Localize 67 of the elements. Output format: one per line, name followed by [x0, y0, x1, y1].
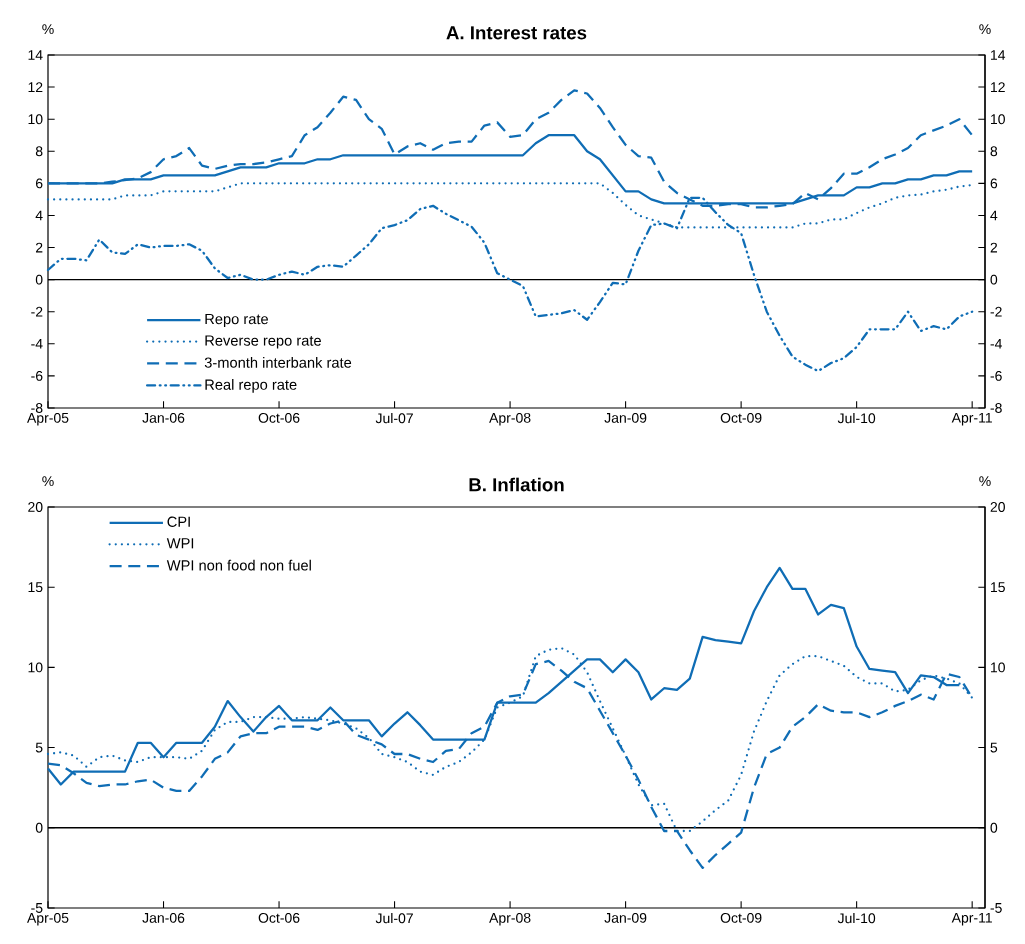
legend-label: 3-month interbank rate: [204, 357, 352, 368]
x-tick-label: Apr-08: [489, 412, 531, 426]
y-tick-label: 0: [35, 822, 43, 833]
y-tick-label: 14: [28, 50, 43, 60]
y-tick-label: -2: [31, 306, 43, 317]
y-tick-label: 5: [35, 742, 43, 753]
x-tick-label: Apr-05: [27, 912, 69, 926]
x-tick-label: Oct-09: [720, 912, 762, 923]
x-tick-label: Jan-06: [142, 412, 185, 423]
y-tick-label: 2: [35, 242, 43, 253]
y2-axis-title: %: [979, 476, 991, 487]
y-tick-label: 10: [28, 114, 43, 125]
y2-tick-label: 8: [990, 146, 998, 157]
chart-title: A. Interest rates: [446, 26, 587, 40]
y2-tick-label: 2: [990, 242, 998, 253]
y2-axis-title: %: [979, 24, 991, 35]
y-tick-label: 6: [35, 178, 43, 189]
y2-tick-label: -2: [990, 306, 1002, 317]
y2-tick-label: 4: [990, 210, 998, 221]
x-tick-label: Apr-11: [951, 412, 992, 426]
x-tick-label: Oct-06: [258, 412, 300, 423]
x-tick-label: Jul-10: [837, 412, 876, 424]
legend-label: Real repo rate: [205, 379, 297, 393]
y2-tick-label: 0: [990, 274, 998, 285]
y2-tick-label: 5: [990, 742, 998, 753]
y2-tick-label: 12: [991, 82, 1005, 92]
x-tick-label: Apr-08: [489, 912, 531, 926]
y2-tick-label: 6: [990, 178, 998, 189]
x-tick-label: Jan-09: [604, 912, 647, 923]
y2-tick-label: -8: [990, 403, 1002, 413]
y-tick-label: -6: [31, 370, 43, 381]
x-tick-label: Jan-09: [604, 412, 647, 423]
x-tick-label: Jul-07: [375, 912, 413, 924]
y2-tick-label: -6: [990, 370, 1002, 381]
y-axis-title: %: [42, 476, 54, 487]
y-axis-title: %: [42, 24, 54, 35]
x-tick-label: Oct-09: [720, 412, 762, 423]
y-tick-label: -8: [31, 403, 43, 413]
y2-tick-label: 10: [991, 662, 1005, 673]
y-tick-label: 10: [28, 662, 43, 673]
legend-label: Repo rate: [205, 313, 268, 328]
x-tick-label: Jul-10: [837, 912, 876, 924]
y-tick-label: 15: [28, 582, 43, 593]
x-tick-label: Oct-06: [258, 912, 300, 923]
y2-tick-label: 14: [991, 50, 1006, 60]
legend-label: WPI: [166, 538, 194, 549]
x-tick-label: Jul-07: [375, 412, 413, 424]
y2-tick-label: 15: [991, 582, 1005, 593]
y2-tick-label: 0: [990, 822, 998, 833]
x-tick-label: Apr-05: [27, 412, 69, 426]
y2-tick-label: 10: [991, 114, 1005, 125]
chart-title: B. Inflation: [469, 477, 564, 492]
y-tick-label: 20: [28, 502, 43, 512]
y-tick-label: -5: [31, 903, 43, 913]
x-tick-label: Jan-06: [142, 912, 185, 923]
y2-tick-label: -4: [990, 339, 1002, 349]
legend-label: WPI non food non fuel: [166, 559, 311, 571]
legend-label: Reverse repo rate: [205, 335, 321, 349]
y-tick-label: 0: [35, 274, 43, 285]
y-tick-label: 8: [35, 146, 43, 157]
y2-tick-label: 20: [990, 502, 1005, 512]
y2-tick-label: -5: [990, 903, 1002, 913]
y-tick-label: -4: [31, 339, 43, 349]
y-tick-label: 12: [28, 82, 43, 92]
y-tick-label: 4: [35, 210, 43, 221]
legend-label: CPI: [167, 516, 190, 527]
x-tick-label: Apr-11: [951, 912, 992, 926]
